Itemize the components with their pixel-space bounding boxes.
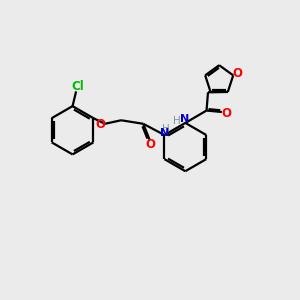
Text: O: O [232, 68, 242, 80]
Text: H: H [162, 124, 170, 134]
Text: N: N [180, 114, 189, 124]
Text: O: O [145, 138, 155, 151]
Text: O: O [95, 118, 105, 131]
Text: Cl: Cl [71, 80, 84, 93]
Text: N: N [160, 128, 169, 138]
Text: H: H [173, 116, 181, 126]
Text: O: O [221, 107, 231, 120]
